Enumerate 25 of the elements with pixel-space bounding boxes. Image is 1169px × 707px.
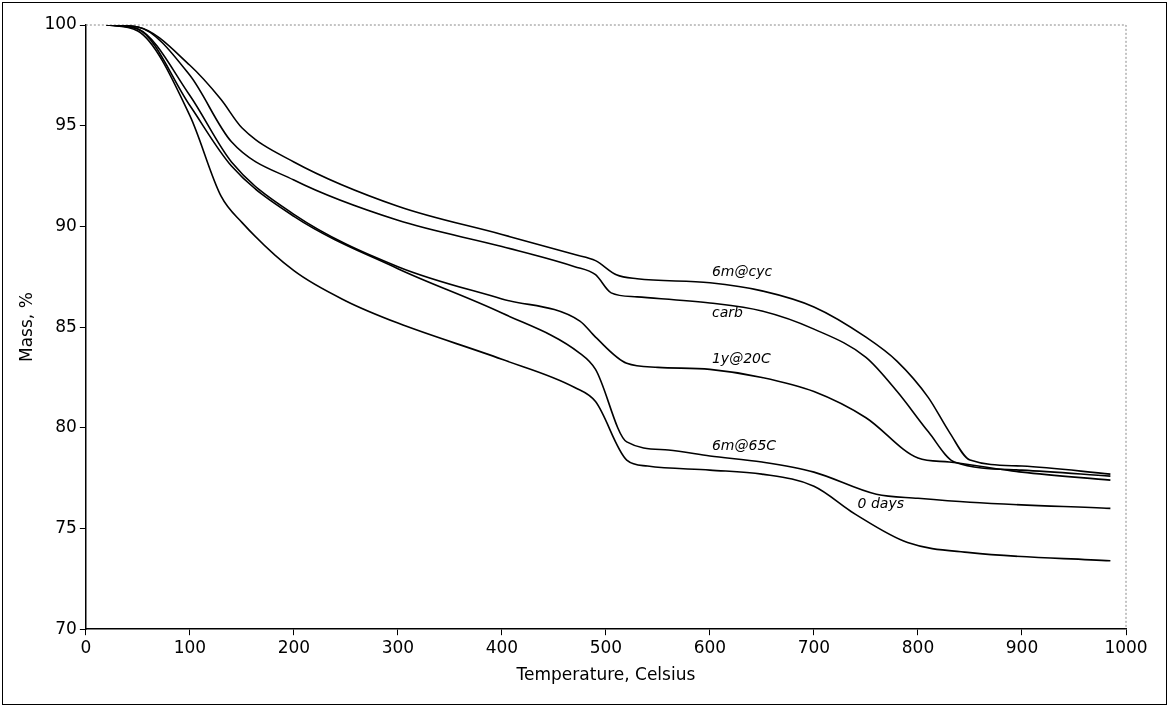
x-tick-label: 400 [485,636,519,657]
x-axis-title: Temperature, Celsius [515,664,696,685]
series-label: 6m@65C [711,436,777,453]
x-tick-label: 200 [277,636,311,657]
x-tick-label: 600 [693,636,727,657]
x-tick-label: 1000 [1104,636,1148,657]
y-tick-label: 85 [55,315,77,336]
y-axis-title: Mass, % [15,292,36,362]
x-tick-label: 900 [1005,636,1039,657]
y-tick-label: 95 [55,114,77,135]
x-tick-label: 500 [589,636,623,657]
x-tick-label: 100 [173,636,207,657]
y-tick-label: 90 [55,214,77,235]
series-label: 6m@cyc [711,263,773,280]
series-label: carb [711,303,743,320]
series-label: 1y@20C [711,350,771,367]
y-tick-label: 75 [55,516,77,537]
x-tick-label: 300 [381,636,415,657]
x-tick-label: 700 [797,636,831,657]
y-tick-label: 70 [55,617,77,638]
y-tick-label: 100 [44,13,77,34]
x-tick-label: 0 [80,636,92,657]
x-tick-label: 800 [901,636,935,657]
series-label: 0 days [857,495,904,512]
y-tick-label: 80 [55,416,77,437]
